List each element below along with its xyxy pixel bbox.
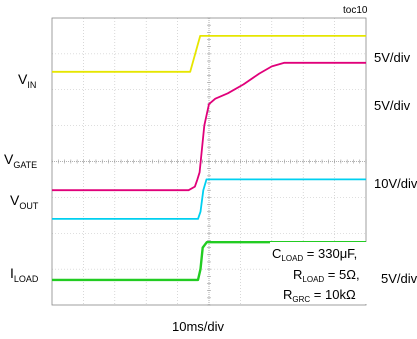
iload-trace: [52, 240, 366, 282]
x-scale-label: 10ms/div: [172, 319, 225, 334]
scope-grid: [51, 17, 367, 306]
scope-traces: [52, 35, 366, 282]
vout-scale: 10V/div: [374, 176, 417, 191]
vin-label: VIN: [18, 71, 36, 90]
vout-trace: [52, 178, 366, 220]
vout-label: VOUT: [10, 192, 39, 211]
rload-annotation: RLOAD = 5Ω,: [293, 267, 360, 284]
iload-scale: 5V/div: [381, 271, 417, 286]
rgrc-annotation: RGRC = 10kΩ: [283, 287, 356, 304]
vgate-trace: [52, 61, 366, 192]
vin-trace: [52, 35, 366, 73]
cload-annotation: CLOAD = 330μF,: [272, 246, 357, 263]
annotation-box: [270, 242, 370, 304]
vgate-label: VGATE: [4, 151, 37, 170]
iload-label: ILOAD: [10, 265, 39, 284]
figure-tag: toc10: [343, 5, 368, 16]
vgate-scale: 5V/div: [374, 98, 411, 113]
plot-border: [51, 17, 367, 306]
vin-scale: 5V/div: [374, 50, 411, 65]
